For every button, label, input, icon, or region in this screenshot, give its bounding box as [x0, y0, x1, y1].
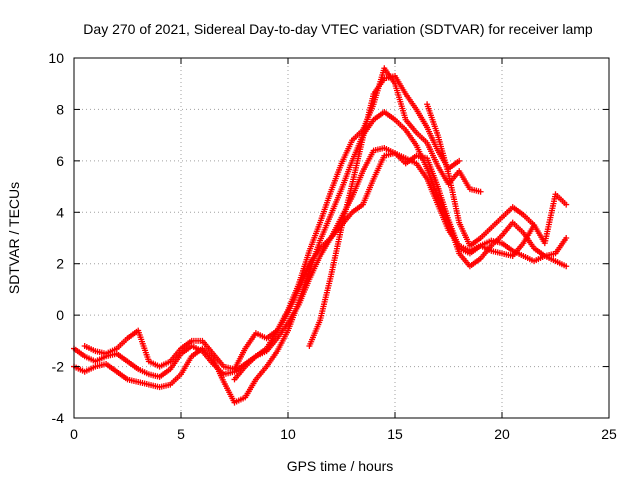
- x-axis-label: GPS time / hours: [287, 458, 394, 474]
- x-tick-label: 20: [494, 426, 510, 442]
- y-tick-label: 6: [56, 153, 64, 169]
- y-tick-label: -2: [52, 359, 65, 375]
- data-marks: [71, 65, 570, 406]
- axis-ticks: 0 5 10 15 20 25 -4 -2 0 2 4 6 8 10: [48, 50, 617, 442]
- y-axis-label: SDTVAR / TECUs: [6, 182, 22, 294]
- series-track-6: [424, 101, 570, 249]
- x-tick-label: 25: [601, 426, 617, 442]
- chart-title: Day 270 of 2021, Sidereal Day-to-day VTE…: [83, 21, 593, 37]
- plot-frame: [73, 57, 610, 419]
- x-tick-label: 5: [177, 426, 185, 442]
- series-track-5: [306, 73, 463, 349]
- y-tick-label: -4: [52, 410, 65, 426]
- series-track-3: [81, 150, 538, 373]
- y-tick-label: 4: [56, 204, 64, 220]
- y-tick-label: 10: [48, 50, 64, 66]
- x-tick-label: 0: [70, 426, 78, 442]
- y-tick-label: 2: [56, 256, 64, 272]
- x-tick-label: 15: [387, 426, 403, 442]
- data-point: [477, 188, 484, 195]
- data-point: [456, 157, 463, 164]
- data-point: [563, 263, 570, 270]
- y-tick-label: 0: [56, 307, 64, 323]
- data-point: [563, 235, 570, 241]
- x-tick-label: 10: [280, 426, 296, 442]
- data-point: [563, 201, 570, 208]
- y-tick-label: 8: [56, 101, 64, 117]
